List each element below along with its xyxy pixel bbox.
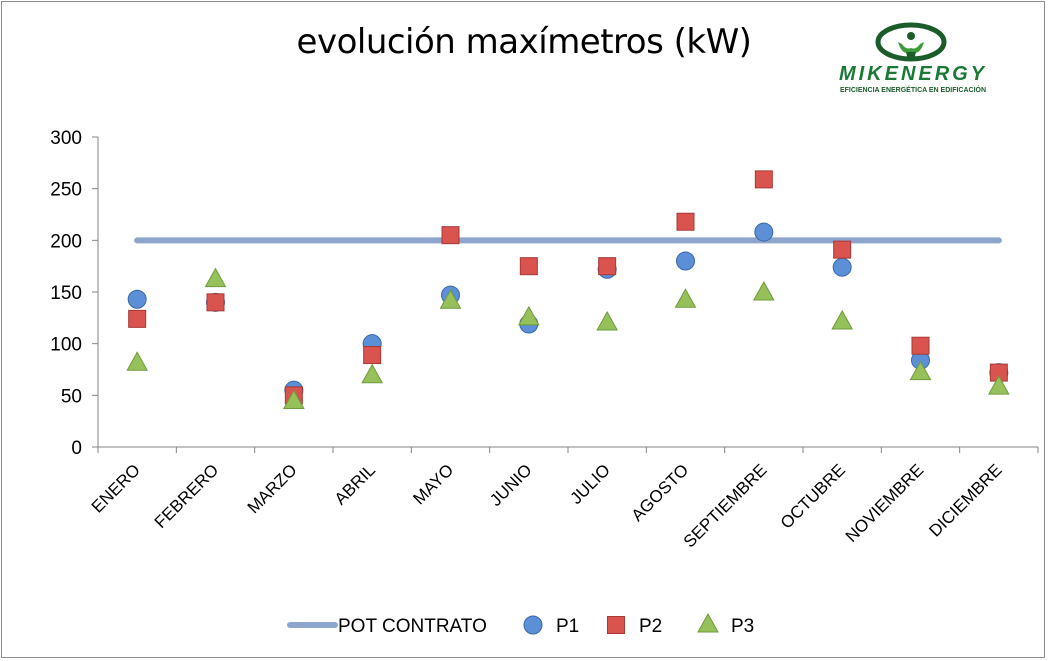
point-p2 [363,346,382,365]
point-p2 [519,257,538,276]
point-p3 [596,310,619,331]
point-p2 [128,309,147,328]
point-p1 [754,222,774,242]
chart-title: evolución maxímetros (kW) [296,22,752,62]
point-p2 [911,336,930,355]
y-tick-label: 200 [50,231,82,252]
point-p3 [674,288,697,308]
y-tick-label: 250 [50,180,82,201]
logo-brand: MIKENERGY [839,63,987,85]
legend-label-pot-contrato: POT CONTRATO [338,616,487,637]
legend-label-p3: P3 [731,616,754,637]
point-p2 [754,170,773,189]
point-p3 [909,360,932,381]
point-p3 [361,363,384,384]
point-p3 [517,305,540,326]
point-p3 [204,267,227,288]
point-p1 [127,289,147,309]
y-tick-label: 0 [71,438,82,459]
x-tick-label: ENERO [88,460,144,516]
x-tick-label: NOVIEMBRE [842,460,928,546]
point-p3 [831,309,854,330]
x-tick-label: JULIO [566,460,614,508]
point-p2 [676,212,695,231]
x-tick-label: OCTUBRE [777,460,849,532]
y-tick-label: 100 [50,335,82,356]
point-p2 [598,257,617,276]
x-tick-label: AGOSTO [628,460,693,525]
legend-label-p1: P1 [556,616,579,637]
x-tick-label: ABRIL [331,460,379,508]
point-p3 [439,289,462,309]
legend-swatch-p2 [607,616,625,634]
x-tick-label: SEPTIEMBRE [680,460,771,551]
point-p2 [833,240,852,259]
point-p3 [126,351,149,371]
point-p2 [206,293,225,312]
x-tick-label: DICIEMBRE [925,460,1005,540]
point-p1 [676,251,695,271]
mikenergy-logo: MIKENERGY EFICIENCIA ENERGÉTICA EN EDIFI… [839,22,987,94]
x-tick-label: FEBRERO [151,460,223,532]
logo-tagline: EFICIENCIA ENERGÉTICA EN EDIFICACIÓN [840,85,986,94]
y-tick-label: 150 [50,283,82,304]
y-tick-label: 50 [61,386,82,407]
point-p1 [832,257,852,277]
y-tick-label: 300 [50,128,82,149]
point-p3 [282,389,305,410]
legend-label-p2: P2 [639,616,662,637]
legend-swatch-p3 [697,612,719,633]
x-tick-label: MARZO [244,460,301,517]
legend-swatch-p1 [523,615,543,635]
point-p3 [752,281,775,301]
point-p2 [441,226,460,245]
x-tick-label: MAYO [409,460,457,508]
x-tick-label: JUNIO [486,460,535,509]
point-p3 [987,375,1010,395]
